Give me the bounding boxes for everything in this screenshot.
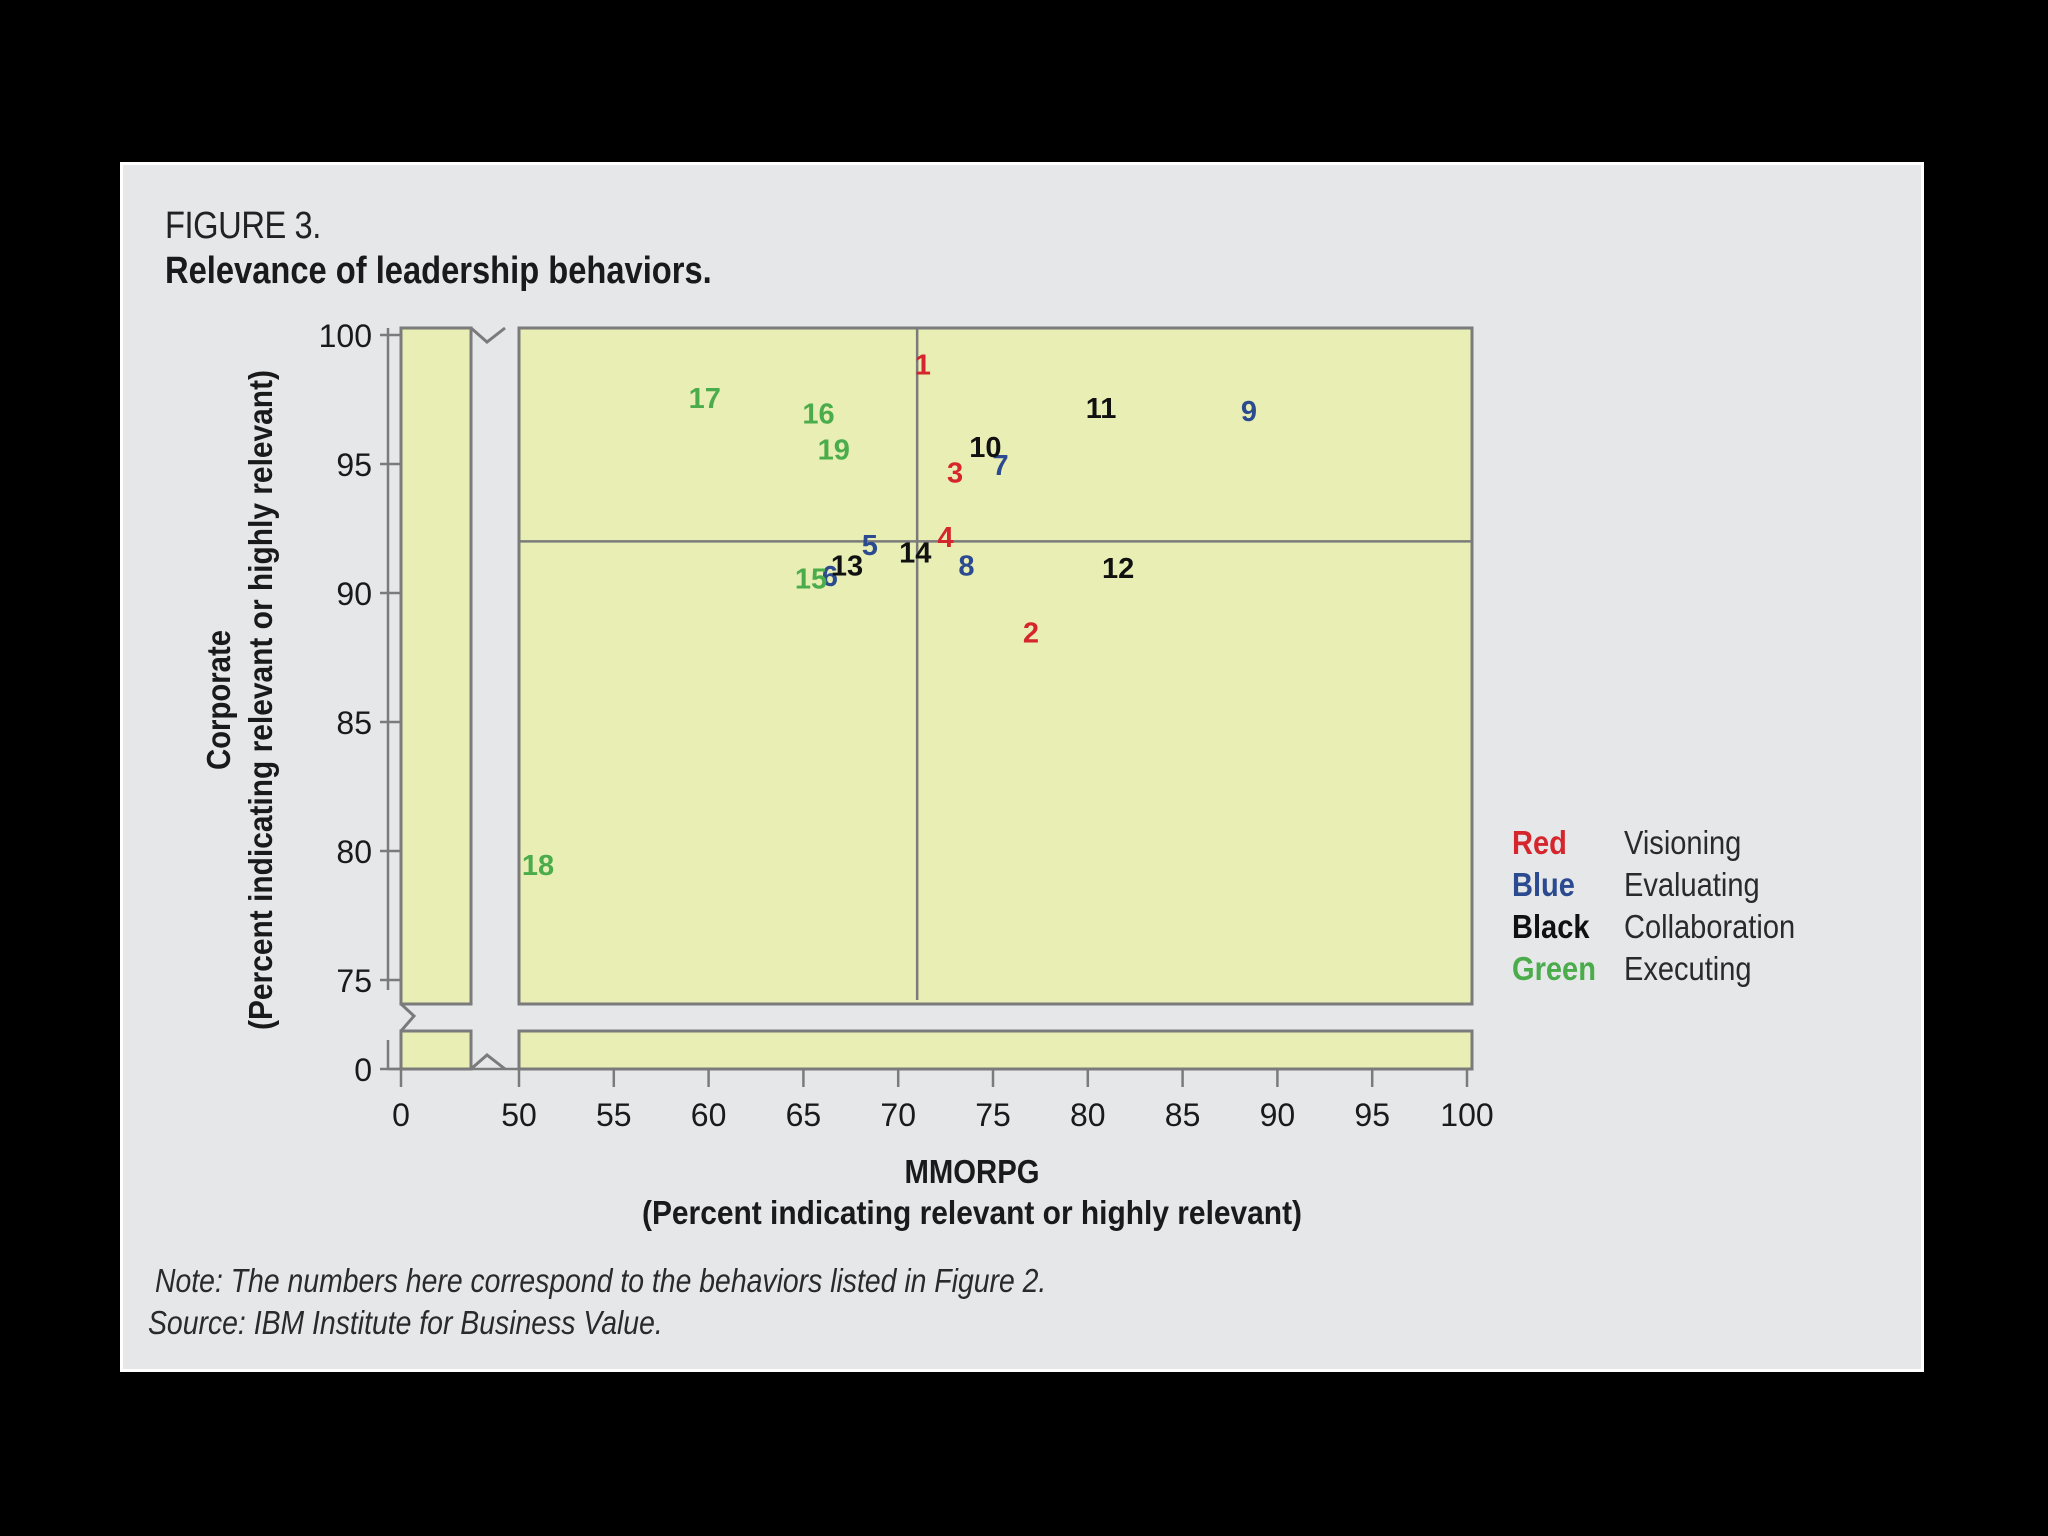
data-point-label: 17 [689, 383, 721, 415]
axis-titles: MMORPG (Percent indicating relevant or h… [200, 370, 1302, 1231]
x-tick-label: 90 [1260, 1097, 1296, 1133]
data-point-label: 2 [1023, 618, 1039, 650]
figure-number: FIGURE 3. [165, 205, 321, 247]
data-point-label: 13 [831, 551, 863, 583]
legend-label: Executing [1624, 950, 1752, 987]
x-tick-label: 55 [596, 1097, 632, 1133]
data-point-label: 10 [969, 432, 1001, 464]
figure-note: Note: The numbers here correspond to the… [155, 1262, 1047, 1299]
y-axis-subtitle: (Percent indicating relevant or highly r… [242, 370, 279, 1030]
plot-area-corner [399, 1029, 473, 1071]
x-tick-label: 65 [786, 1097, 822, 1133]
legend: Red Visioning Blue Evaluating Black Coll… [1512, 822, 1818, 990]
legend-label: Collaboration [1624, 908, 1796, 945]
y-tick-label: 100 [319, 318, 372, 354]
x-tick-label: 50 [501, 1097, 537, 1133]
data-point-label: 14 [899, 538, 931, 570]
x-tick-label: 70 [880, 1097, 916, 1133]
x-tick-label: 0 [392, 1097, 410, 1133]
plot-area-left-strip [399, 326, 473, 1006]
data-point-label: 18 [522, 850, 554, 882]
x-tick-label: 80 [1070, 1097, 1106, 1133]
data-point-label: 8 [958, 551, 974, 583]
legend-key: Red [1512, 824, 1567, 861]
plot-frame [399, 326, 1474, 1071]
data-point-label: 1 [915, 349, 931, 381]
plot-area-main [517, 326, 1474, 1006]
plot-area-bottom-strip [517, 1029, 1474, 1071]
data-point-label: 19 [818, 435, 850, 467]
y-tick-label: 80 [336, 834, 372, 870]
y-tick-label: 95 [336, 447, 372, 483]
x-axis-break-mark [470, 326, 506, 344]
reference-lines [519, 328, 1472, 1000]
data-point-label: 3 [947, 458, 963, 490]
x-tick-label: 85 [1165, 1097, 1201, 1133]
data-point-label: 9 [1241, 396, 1257, 428]
y-axis-break-mark [399, 1002, 417, 1032]
data-point-label: 12 [1102, 553, 1134, 585]
figure-source: Source: IBM Institute for Business Value… [148, 1304, 663, 1341]
x-tick-label: 60 [691, 1097, 727, 1133]
legend-item-executing: Green Executing [1512, 948, 1818, 990]
legend-label: Visioning [1624, 824, 1742, 861]
y-axis-title: Corporate [200, 630, 237, 770]
data-point-label: 7 [993, 450, 1009, 482]
x-tick-label: 100 [1440, 1097, 1493, 1133]
y-tick-label: 85 [336, 705, 372, 741]
legend-key: Blue [1512, 866, 1575, 903]
x-axis-subtitle: (Percent indicating relevant or highly r… [642, 1194, 1302, 1231]
legend-item-collaboration: Black Collaboration [1512, 906, 1818, 948]
y-axis: 0 75 80 85 90 95 100 [319, 318, 401, 1088]
data-point-label: 11 [1086, 393, 1117, 425]
data-point-label: 6 [822, 561, 838, 593]
y-tick-label: 90 [336, 576, 372, 612]
x-axis: 0 50 55 60 65 70 75 80 85 90 95 100 [388, 1067, 1494, 1133]
legend-item-evaluating: Blue Evaluating [1512, 864, 1818, 906]
figure-title: Relevance of leadership behaviors. [165, 250, 712, 292]
data-point-label: 4 [938, 522, 954, 554]
legend-item-visioning: Red Visioning [1512, 822, 1818, 864]
data-point-label: 5 [862, 530, 878, 562]
legend-key: Black [1512, 908, 1590, 945]
y-tick-label: 75 [336, 963, 372, 999]
x-axis-title: MMORPG [905, 1153, 1040, 1190]
data-point-label: 15 [795, 564, 827, 596]
x-tick-label: 75 [975, 1097, 1011, 1133]
x-tick-label: 95 [1354, 1097, 1390, 1133]
legend-key: Green [1512, 950, 1596, 987]
x-axis-break-mark [470, 1053, 506, 1071]
y-tick-label: 0 [354, 1052, 372, 1088]
legend-label: Evaluating [1624, 866, 1760, 903]
data-point-label: 16 [802, 398, 834, 430]
